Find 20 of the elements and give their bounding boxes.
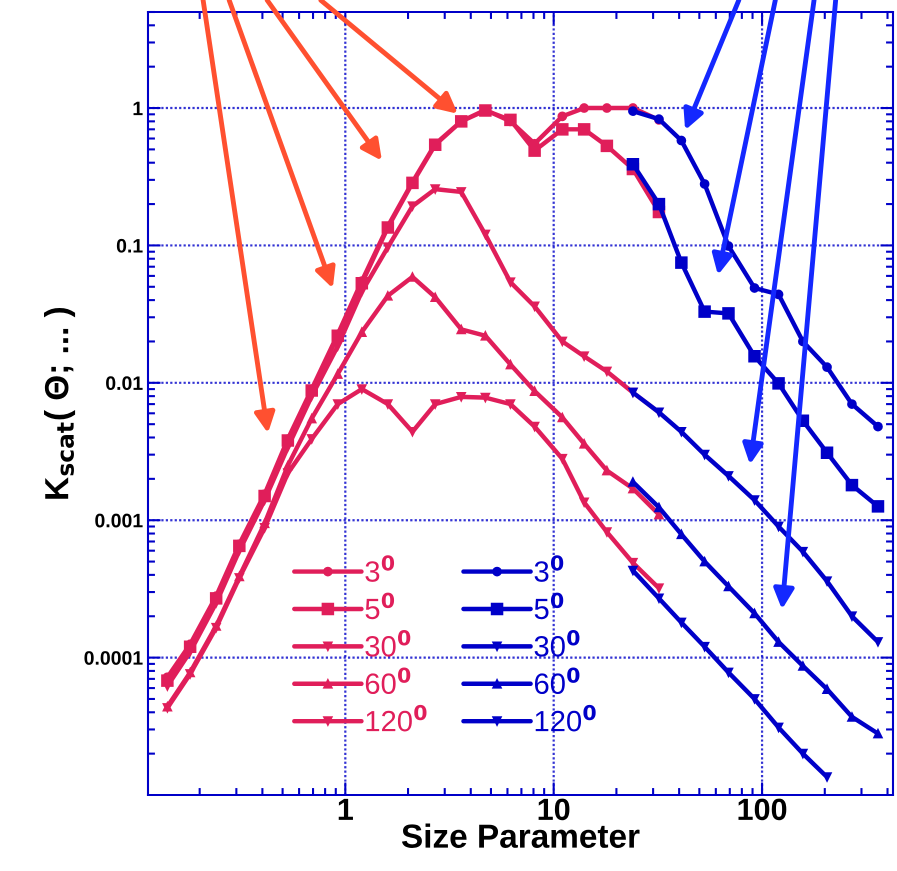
x-tick-label: 10 xyxy=(538,798,570,820)
legend-label: 5$^{0}$ xyxy=(366,592,394,620)
legend-label: 30$^{0}$ xyxy=(365,630,410,657)
y-tick-label: 0.1 xyxy=(116,238,143,253)
y-tick-label: 0.01 xyxy=(106,376,143,390)
x-tick-label: 1 xyxy=(338,798,353,820)
y-tick-label: 1 xyxy=(134,102,143,116)
legend-label: 3$^{0}$ xyxy=(534,555,564,582)
legend-label: 60$^{0}$ xyxy=(534,667,580,694)
legend-label: 120$^{0}$ xyxy=(536,704,596,732)
legend-label: 3$^{0}$ xyxy=(365,555,394,582)
legend-label: 5$^{0}$ xyxy=(534,592,564,620)
legend-label: 120$^{0}$ xyxy=(366,704,427,732)
legend-label: 60$^{0}$ xyxy=(366,667,410,694)
x-axis-title: Size Parameter xyxy=(402,823,640,848)
x-tick-label: 100 xyxy=(738,798,786,820)
y-tick-label: 0.0001 xyxy=(84,651,143,665)
y-axis-title: K$_{scat}$( Θ; ... ) xyxy=(44,308,76,499)
y-tick-label: 0.001 xyxy=(95,514,143,528)
legend-label: 30$^{0}$ xyxy=(534,630,580,657)
